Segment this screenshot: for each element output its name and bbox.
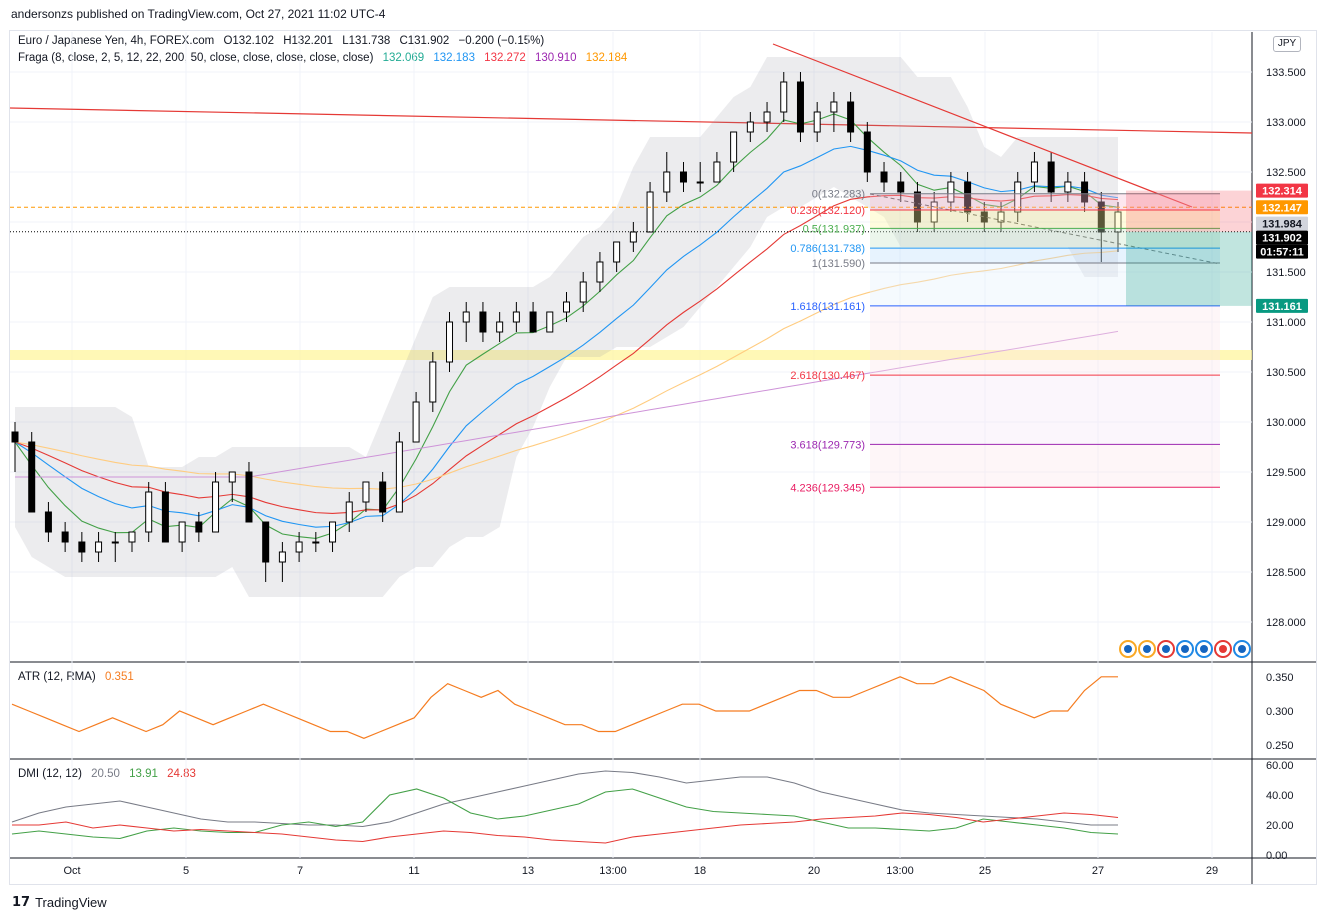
indicator-value-3: 130.910 — [534, 52, 577, 64]
dmi-label: DMI (12, 12) — [18, 768, 82, 780]
publisher-line: andersonzs published on TradingView.com,… — [11, 7, 386, 21]
dmi-minus-value: 24.83 — [167, 768, 196, 780]
symbol-name: Euro / Japanese Yen, 4h, FOREX.com — [18, 35, 215, 47]
ohlc-low: L131.738 — [342, 35, 391, 47]
tradingview-brand-text: TradingView — [35, 894, 107, 910]
symbol-legend[interactable]: Euro / Japanese Yen, 4h, FOREX.com O132.… — [18, 35, 550, 47]
atr-value: 0.351 — [104, 671, 134, 683]
chart-frame — [9, 30, 1317, 885]
tradingview-logo-icon: 𝟭𝟳 — [12, 894, 31, 909]
ohlc-open: O132.102 — [223, 35, 274, 47]
indicator-legend[interactable]: Fraga (8, close, 2, 5, 12, 22, 200, 50, … — [18, 52, 633, 64]
atr-legend[interactable]: ATR (12, RMA) 0.351 — [18, 671, 140, 683]
indicator-value-1: 132.183 — [433, 52, 475, 64]
tradingview-brand: 𝟭𝟳 TradingView — [12, 894, 107, 910]
indicator-name: Fraga (8, close, 2, 5, 12, 22, 200, 50, … — [18, 52, 374, 64]
dmi-adx-value: 20.50 — [91, 768, 120, 780]
dmi-legend[interactable]: DMI (12, 12) 20.50 13.91 24.83 — [18, 768, 202, 780]
indicator-value-2: 132.272 — [484, 52, 526, 64]
dmi-plus-value: 13.91 — [129, 768, 158, 780]
indicator-value-0: 132.069 — [382, 52, 425, 64]
currency-button[interactable]: JPY — [1273, 36, 1301, 52]
atr-label: ATR (12, RMA) — [18, 671, 96, 683]
ohlc-change: −0.200 (−0.15%) — [458, 35, 545, 47]
ohlc-high: H132.201 — [283, 35, 334, 47]
ohlc-close: C131.902 — [399, 35, 450, 47]
indicator-value-4: 132.184 — [585, 52, 628, 64]
